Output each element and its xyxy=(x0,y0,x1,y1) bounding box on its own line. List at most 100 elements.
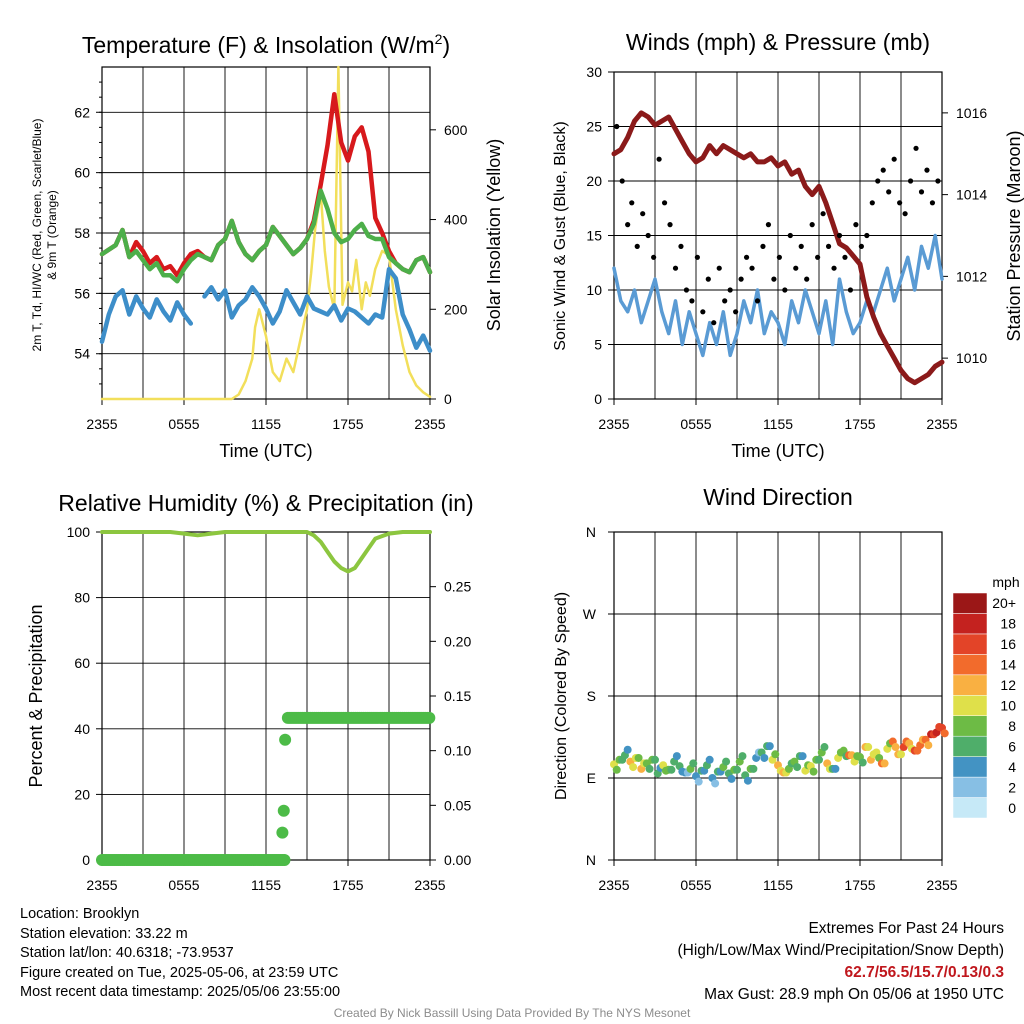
y-tick-label: S xyxy=(587,688,596,704)
y-tick-label: 40 xyxy=(74,721,90,737)
x-axis-label: Time (UTC) xyxy=(731,441,824,461)
direction-point xyxy=(722,757,731,766)
gust-point xyxy=(804,276,810,282)
gust-point xyxy=(935,178,941,184)
x-tick-label: 0555 xyxy=(168,877,199,893)
colorbar-swatch xyxy=(952,674,988,696)
precip-point xyxy=(279,733,292,746)
direction-point xyxy=(629,763,638,772)
direction-point xyxy=(864,743,873,752)
gust-point xyxy=(787,232,793,239)
colorbar-swatch xyxy=(952,613,988,635)
x-tick-label: 2355 xyxy=(598,416,629,432)
gust-point xyxy=(918,189,925,195)
colorbar-swatch xyxy=(952,592,988,614)
direction-point xyxy=(727,774,736,783)
colorbar-swatch xyxy=(952,797,988,819)
direction-point xyxy=(858,758,867,767)
x-tick-label: 1155 xyxy=(251,877,281,893)
gust-point xyxy=(858,243,864,249)
colorbar-label: 16 xyxy=(1000,636,1016,652)
gust-point xyxy=(629,200,635,206)
gust-point xyxy=(733,309,739,315)
direction-point xyxy=(760,753,769,762)
y-tick-label: 30 xyxy=(586,64,602,80)
y-tick-label-right: 0.10 xyxy=(444,743,471,759)
chart-title: Temperature (F) & Insolation (W/m2) xyxy=(82,31,450,58)
direction-point xyxy=(645,764,654,773)
direction-point xyxy=(738,752,747,761)
precip-point xyxy=(277,804,290,817)
precip-point xyxy=(278,854,291,866)
y-tick-label: 15 xyxy=(586,228,602,244)
chart-title: Winds (mph) & Pressure (mb) xyxy=(626,29,930,55)
y-tick-label: 20 xyxy=(586,173,602,189)
direction-point xyxy=(815,755,823,764)
pressure-line xyxy=(611,110,945,386)
humidity-line xyxy=(100,530,432,574)
y-tick-label-right: 0.05 xyxy=(444,797,471,813)
gust-point xyxy=(875,178,881,184)
colorbar-label: 8 xyxy=(1008,718,1016,734)
gust-point xyxy=(672,265,679,271)
gust-point xyxy=(651,254,657,260)
x-axis-label: Time (UTC) xyxy=(219,441,312,461)
y-axis-label-left: 2m T, Td, HI/WC (Red, Green, Scarlet/Blu… xyxy=(30,119,44,352)
y-tick-label: 60 xyxy=(74,655,90,671)
y-tick-label-right: 1012 xyxy=(956,268,987,284)
x-tick-label: 1755 xyxy=(332,416,363,432)
direction-point xyxy=(897,750,905,759)
colorbar-label: 10 xyxy=(1000,698,1016,714)
x-tick-label: 2355 xyxy=(414,416,445,432)
gust-point xyxy=(754,298,761,304)
y-axis-label-right: Solar Insolation (Yellow) xyxy=(484,139,504,331)
x-tick-label: 2355 xyxy=(86,877,117,893)
gust-point xyxy=(847,287,854,293)
y-tick-label: 60 xyxy=(74,165,90,181)
gust-point xyxy=(897,200,903,206)
direction-point xyxy=(612,765,621,774)
direction-point xyxy=(891,743,900,752)
gust-point xyxy=(727,287,733,293)
gust-point xyxy=(634,243,640,249)
gust-point xyxy=(689,298,695,304)
direction-point xyxy=(694,777,703,786)
extremes-panel: Extremes For Past 24 Hours (High/Low/Max… xyxy=(678,918,1005,1006)
gust-point xyxy=(907,178,914,184)
gust-point xyxy=(902,211,908,217)
y-axis-label-left-2: & 9m T (Orange) xyxy=(45,190,59,280)
y-tick-label-right: 200 xyxy=(444,301,468,317)
gust-point xyxy=(782,287,788,293)
gust-point xyxy=(667,222,673,228)
y-tick-label: N xyxy=(586,524,596,540)
gust-point xyxy=(656,156,662,162)
direction-point xyxy=(623,745,632,754)
y-axis-label: Direction (Colored By Speed) xyxy=(553,592,570,800)
y-tick-label-right: 0.00 xyxy=(444,852,471,868)
y-tick-label: 0 xyxy=(82,852,90,868)
direction-point xyxy=(809,767,818,776)
direction-point xyxy=(820,743,829,752)
x-tick-label: 0555 xyxy=(680,416,711,432)
y-tick-label: 25 xyxy=(586,119,602,135)
gust-point xyxy=(722,298,728,304)
gust-point xyxy=(614,123,620,130)
chart-title: Relative Humidity (%) & Precipitation (i… xyxy=(58,490,473,516)
gust-point xyxy=(640,211,646,217)
x-tick-label: 1755 xyxy=(844,877,875,893)
colorbar-swatch xyxy=(952,695,988,716)
direction-point xyxy=(634,753,643,762)
direction-point xyxy=(749,764,758,773)
y-axis-label-right: Station Pressure (Maroon) xyxy=(1004,130,1024,341)
gust-point xyxy=(798,243,804,249)
x-tick-label: 2355 xyxy=(926,416,957,432)
gust-point xyxy=(645,232,651,239)
colorbar-swatch xyxy=(952,654,988,676)
y-tick-label: 54 xyxy=(74,346,90,362)
direction-point xyxy=(733,765,741,774)
direction-point xyxy=(651,755,659,764)
direction-point xyxy=(667,765,676,774)
x-tick-label: 1155 xyxy=(763,877,793,893)
station-info: Location: Brooklyn Station elevation: 33… xyxy=(20,905,340,1003)
